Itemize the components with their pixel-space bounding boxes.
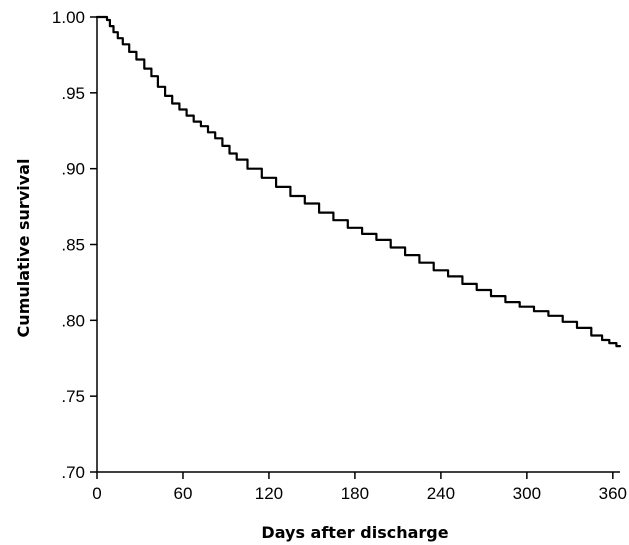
x-axis-title: Days after discharge [261, 523, 448, 542]
x-tick-label: 120 [255, 484, 283, 503]
y-tick-label: 1.00 [52, 8, 85, 27]
x-tick-label: 60 [174, 484, 193, 503]
y-tick-label: .90 [61, 160, 85, 179]
x-tick-label: 0 [92, 484, 101, 503]
y-tick-label: .70 [61, 463, 85, 482]
y-axis-title: Cumulative survival [14, 159, 33, 338]
plot-area [95, 15, 622, 348]
x-tick-label: 300 [513, 484, 541, 503]
x-tick-label: 240 [427, 484, 455, 503]
x-tick-label: 180 [341, 484, 369, 503]
y-tick-label: .85 [61, 236, 85, 255]
x-tick-label: 360 [599, 484, 627, 503]
x-axis: 0 60 120 180 240 300 360 [92, 471, 627, 503]
y-tick-label: .95 [61, 84, 85, 103]
y-axis: .70 .75 .80 .85 .90 .95 1.00 [52, 8, 98, 482]
y-tick-label: .75 [61, 387, 85, 406]
survival-curve-line [95, 15, 622, 348]
y-tick-label: .80 [61, 311, 85, 330]
